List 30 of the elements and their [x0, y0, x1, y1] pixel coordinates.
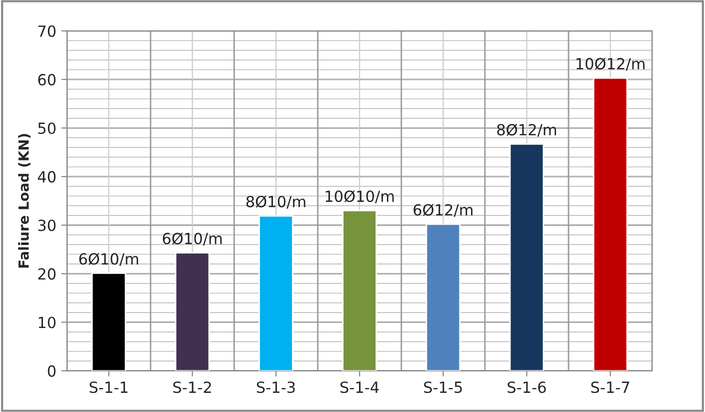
y-tick-label: 60: [38, 74, 56, 86]
bar: [174, 252, 210, 371]
annotation: 6Ø10/m: [79, 252, 138, 266]
bar: [258, 215, 294, 371]
bar: [342, 210, 377, 371]
annotation: 10Ø10/m: [326, 190, 394, 204]
x-tick-label: S-1-2: [173, 381, 211, 394]
y-tick-label: 20: [38, 268, 56, 280]
annotation: 6Ø12/m: [414, 204, 472, 217]
x-tick-label: S-1-6: [508, 381, 546, 394]
bar: [509, 143, 544, 371]
y-tick-label: 70: [38, 25, 56, 37]
y-tick-label: 10: [38, 316, 56, 328]
y-tick-label: 0: [48, 365, 56, 377]
y-tick-label: 30: [38, 220, 56, 232]
x-tick-label: S-1-1: [90, 381, 128, 394]
x-tick-label: S-1-7: [591, 381, 630, 394]
annotation: 10Ø12/m: [576, 58, 644, 71]
y-tick-label: 40: [38, 171, 56, 183]
bar: [91, 272, 126, 371]
annotation: 6Ø10/m: [162, 232, 222, 246]
annotation: 8Ø10/m: [246, 196, 306, 209]
y-tick-label: 50: [38, 122, 56, 134]
x-tick-label: S-1-5: [424, 381, 462, 394]
y-axis-title: Faliure Load (KN): [18, 134, 31, 268]
x-tick-label: S-1-4: [340, 381, 379, 394]
annotation: 8Ø12/m: [497, 124, 556, 137]
bar: [592, 77, 628, 371]
x-tick-label: S-1-3: [256, 381, 295, 394]
bar: [426, 223, 461, 371]
